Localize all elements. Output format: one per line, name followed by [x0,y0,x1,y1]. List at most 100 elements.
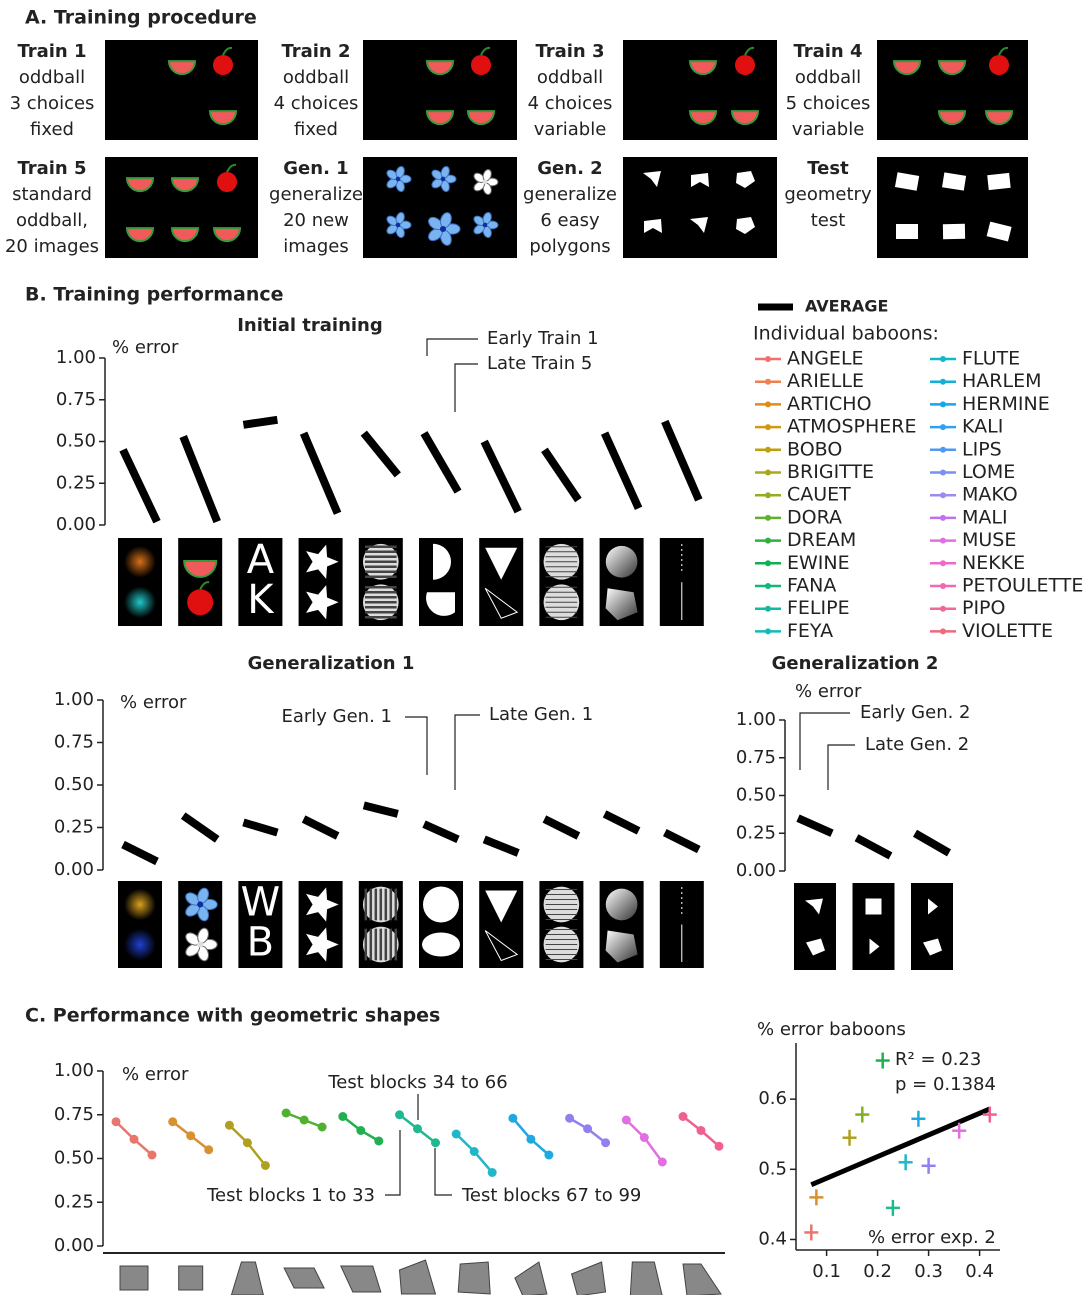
y-tick-label: 0.50 [54,774,94,795]
flower-center [197,941,204,948]
x-tick-label: 0.4 [965,1261,994,1282]
scatter-point [921,1157,936,1174]
step-detail: oddball [283,67,349,88]
legend-swatch-dot [940,514,946,521]
step-detail: fixed [30,119,74,140]
legend-label: KALI [962,416,1003,438]
geometric-shape [514,1261,548,1295]
average-bar [912,829,952,857]
legend-swatch-dot [765,492,771,499]
stim-shape [426,592,455,616]
step-detail: variable [534,119,607,140]
scatter-point [898,1154,913,1171]
y-tick-label: 0.25 [54,817,94,838]
y-tick-label: 1.00 [736,709,776,730]
shape-icon [806,938,825,956]
shape-icon [736,171,755,188]
geometric-shape [398,1259,437,1295]
stim-shape [485,547,518,580]
scatter-point [809,1189,824,1206]
series-point [696,1126,706,1135]
scatter-point [911,1110,926,1127]
scatter-point [804,1224,819,1241]
annotation: Late Gen. 2 [865,734,969,755]
flower-center [197,901,204,908]
stim-shape [423,886,459,923]
legend-label: NEKKE [962,552,1025,574]
annotation: Late Train 5 [487,353,592,374]
apple-icon [471,55,491,75]
legend-swatch-dot [940,492,946,499]
legend-swatch-dot [940,560,946,567]
apple-icon [735,55,755,75]
stimulus-thumb [852,883,895,970]
flower-center [482,179,488,185]
x-tick-label: 0.2 [863,1261,892,1282]
shape-icon [942,223,966,240]
annotation: Test blocks 67 to 99 [461,1185,641,1206]
series-point [639,1133,649,1142]
legend-swatch-dot [765,469,771,476]
series-point [374,1136,384,1146]
legend-label: FLUTE [962,348,1020,370]
stimulus-thumb [238,881,283,968]
scatter-point [952,1122,967,1139]
melon-icon [208,110,238,126]
annotation-leader [799,712,850,770]
chart-title: Generalization 2 [772,653,939,674]
y-tick-label: 0.00 [54,1235,94,1256]
panel-title: A. Training procedure [25,7,257,29]
y-tick-label: 0.50 [56,431,96,452]
legend-label: LIPS [962,438,1002,460]
melon-icon [425,60,455,76]
legend-label: BOBO [787,438,842,460]
step-name: Gen. 2 [537,158,602,179]
series-point [714,1141,724,1151]
series-point [299,1115,309,1125]
average-bar [541,447,582,503]
stimulus-thumb [238,538,283,626]
step-name: Test [807,158,849,179]
y-tick-label: 1.00 [54,689,94,710]
shape-icon [923,938,942,956]
stim-shape [605,930,638,963]
step-detail: geometry [784,184,872,205]
legend-heading: Individual baboons: [753,323,939,345]
legend-label: MALI [962,506,1008,528]
flower-center [440,176,446,182]
y-tick-label: 0.00 [56,514,96,535]
annotation-leader [385,1130,401,1196]
legend-label: EWINE [787,552,850,574]
stimulus-thumb [298,538,343,626]
step-detail: polygons [529,236,610,257]
step-name: Train 3 [535,41,604,62]
step-detail: 4 choices [528,93,613,114]
step-detail: generalize [523,184,617,205]
y-axis-label: % error [122,1064,189,1085]
shape-icon [869,938,880,955]
legend-swatch-dot [765,537,771,544]
average-bar [121,840,159,866]
series-point [356,1126,366,1135]
y-tick-label: 0.6 [758,1088,787,1109]
legend-swatch-dot [940,378,946,385]
geometric-shape [178,1265,204,1291]
scatter-point [875,1052,890,1069]
chart-title: Initial training [237,315,383,336]
apple-leaf [744,46,755,56]
y-tick-label: 0.75 [56,389,96,410]
stim-shape [605,545,638,578]
melon-icon [984,110,1014,126]
average-bar [796,814,834,837]
y-tick-label: 0.5 [758,1158,787,1179]
annotation-leader [454,714,480,790]
legend-label: FELIPE [787,597,850,619]
flower-center [439,225,447,233]
average-bar [542,815,581,840]
series-point [129,1134,139,1144]
annotation: Early Gen. 2 [860,702,971,723]
scatter-point [982,1106,997,1123]
apple-leaf [480,46,491,56]
annotation-leader [827,744,855,790]
step-detail: standard [12,184,92,205]
